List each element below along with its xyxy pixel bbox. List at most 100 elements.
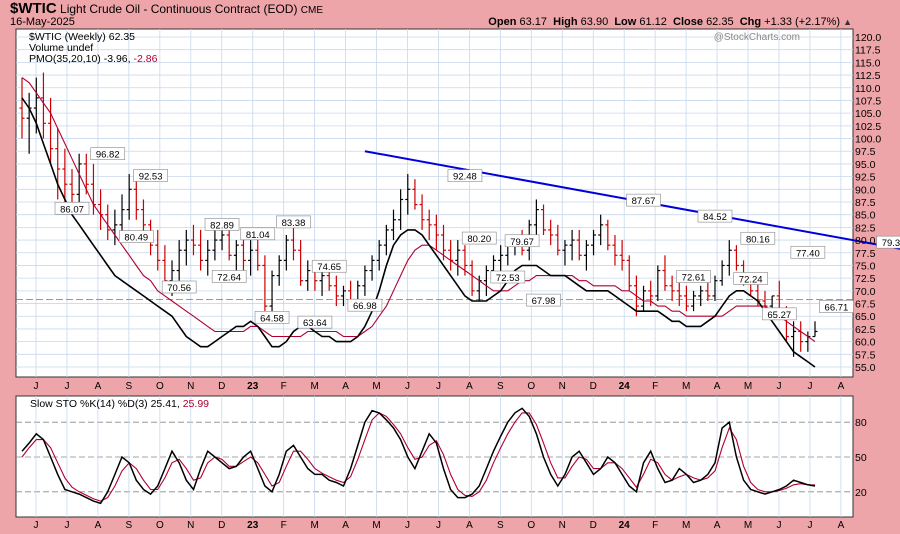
price-label: 70.56: [161, 280, 197, 294]
ohlc-bar: [233, 240, 239, 271]
price-label: 92.53: [133, 169, 168, 182]
ohlc-bar: [533, 199, 539, 235]
ohlc-bar: [812, 321, 818, 338]
x-tick-label-lower: D: [590, 520, 597, 531]
ohlc-bar: [641, 285, 647, 312]
pmo-signal-line: [21, 77, 816, 343]
svg-text:87.67: 87.67: [632, 196, 656, 207]
price-label: 72.64: [211, 270, 247, 283]
y-tick-label: 82.5: [855, 222, 876, 234]
x-tick-label-lower: A: [714, 520, 721, 531]
ohlc-bar: [619, 240, 625, 271]
y-tick-label: 72.5: [855, 273, 876, 285]
ohlc-bar: [126, 174, 132, 220]
ohlc-bar: [683, 285, 689, 312]
svg-text:67.98: 67.98: [532, 296, 556, 307]
y-tick-label: 115.0: [855, 57, 881, 69]
x-tick-label-lower: J: [34, 520, 39, 531]
svg-text:65.27: 65.27: [767, 310, 791, 321]
x-tick-label: N: [559, 381, 566, 392]
svg-text:92.53: 92.53: [139, 171, 163, 182]
x-tick-label: 23: [247, 381, 259, 392]
price-label: 72.61: [676, 270, 711, 284]
ohlc-bar: [576, 229, 582, 261]
legend-pmo-prefix: PMO(35,20,10): [29, 53, 101, 65]
sto-tick-label: 80: [855, 417, 867, 429]
x-tick-label-lower: 24: [619, 520, 631, 531]
svg-text:80.49: 80.49: [124, 233, 148, 244]
ohlc-bar: [541, 204, 547, 235]
x-tick-label-lower: J: [64, 520, 69, 531]
chg-label: Chg: [739, 16, 762, 28]
price-label: 86.07: [54, 201, 90, 215]
symbol-title: $WTIC: [10, 0, 57, 17]
ohlc-bar: [655, 265, 661, 301]
ohlc-bar: [69, 169, 75, 205]
triangle-up-icon[interactable]: ▲: [843, 17, 852, 27]
ohlc-bar: [598, 214, 604, 246]
ohlc-bar: [455, 240, 461, 276]
price-labels: 96.82 92.53 86.07 80.49 70.56 82.89 81.04 83.38…: [54, 147, 900, 329]
svg-text:80.20: 80.20: [467, 234, 491, 245]
price-label: 96.82: [90, 147, 126, 161]
ohlc-bar: [340, 285, 346, 307]
x-tick-label: A: [714, 381, 721, 392]
x-tick-label-lower: F: [652, 520, 658, 531]
y-tick-label: 92.5: [855, 172, 876, 184]
high-label: High: [553, 16, 578, 28]
ohlc-bar: [105, 204, 111, 241]
svg-text:83.38: 83.38: [282, 218, 306, 229]
x-tick-label-lower: M: [744, 520, 752, 531]
x-tick-label-lower: A: [95, 520, 102, 531]
title-row: $WTIC Light Crude Oil - Continuous Contr…: [10, 0, 323, 17]
ohlc-bar: [676, 280, 682, 307]
svg-text:86.07: 86.07: [60, 204, 84, 215]
price-label: 92.48: [447, 169, 483, 183]
price-label: 65.27: [761, 307, 797, 321]
x-tick-label-lower: D: [218, 520, 225, 531]
price-label: 80.20: [461, 231, 497, 245]
ohlc-bar: [405, 174, 411, 215]
ohlc-bar: [555, 224, 561, 256]
x-tick-label: A: [838, 381, 845, 392]
price-label: 80.49: [119, 230, 154, 244]
price-label: 79.67: [504, 234, 540, 248]
y-tick-label: 62.5: [855, 324, 876, 336]
x-tick-label-lower: S: [126, 520, 133, 531]
legend-pmo-value: -3.96: [104, 53, 128, 65]
ohlc-bar: [76, 153, 82, 210]
grid-lines: [16, 29, 853, 517]
x-tick-label: 24: [619, 381, 631, 392]
ohlc-bar: [662, 255, 668, 291]
x-tick-label-lower: J: [776, 520, 781, 531]
price-label: 67.98: [526, 293, 561, 307]
close-label: Close: [673, 16, 703, 28]
low-label: Low: [614, 16, 637, 28]
price-label: 83.38: [276, 215, 311, 229]
price-label: 66.71: [819, 300, 854, 314]
ohlc-bar: [691, 290, 697, 312]
x-tick-label-lower: J: [807, 520, 812, 531]
y-tick-label: 70.0: [855, 286, 876, 298]
ohlc-bar: [483, 265, 489, 296]
svg-text:66.71: 66.71: [825, 303, 849, 314]
y-tick-label: 57.5: [855, 349, 876, 361]
x-tick-label: O: [156, 381, 164, 392]
svg-text:80.16: 80.16: [746, 234, 770, 245]
chart-date: 16-May-2025: [10, 16, 75, 28]
ohlc-bar: [591, 229, 597, 256]
x-tick-label-lower: J: [405, 520, 410, 531]
ohlc-bar: [648, 280, 654, 307]
x-tick-label-lower: 23: [247, 520, 259, 531]
svg-text:81.04: 81.04: [246, 230, 270, 241]
low-value: 61.12: [639, 16, 667, 28]
price-label: 81.04: [240, 227, 276, 241]
svg-text:72.61: 72.61: [682, 273, 706, 284]
y-tick-label: 102.5: [855, 121, 881, 133]
ohlc-bar: [40, 72, 46, 139]
x-tick-label: O: [527, 381, 535, 392]
sto-legend-d: 25.99: [183, 398, 209, 410]
svg-text:63.64: 63.64: [303, 318, 327, 329]
price-label: 77.40: [790, 245, 826, 259]
ohlc-bar: [226, 229, 232, 261]
